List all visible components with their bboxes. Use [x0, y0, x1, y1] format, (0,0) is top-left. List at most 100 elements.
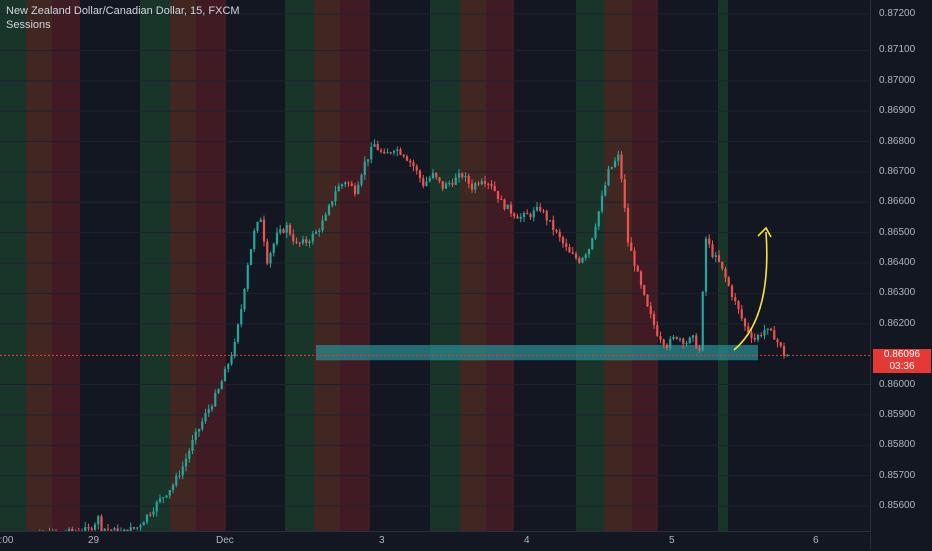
candle-168 — [549, 220, 551, 222]
candle-body — [471, 184, 473, 190]
candle-body — [266, 242, 268, 264]
candle-body — [100, 516, 102, 531]
candle-225 — [734, 293, 736, 305]
candle-body — [97, 516, 99, 524]
candle-124 — [406, 155, 408, 162]
candle-body — [143, 522, 145, 525]
candle-body — [549, 220, 551, 221]
candle-115 — [377, 141, 379, 151]
candle-body — [500, 199, 502, 200]
candle-79 — [260, 217, 262, 222]
candle-body — [253, 231, 255, 249]
candle-208 — [679, 337, 681, 342]
candle-192 — [627, 203, 629, 246]
candle-202 — [659, 331, 661, 343]
candle-78 — [256, 221, 258, 233]
candle-body — [666, 345, 668, 348]
candle-224 — [731, 284, 733, 300]
candle-body — [341, 184, 343, 186]
candle-body — [269, 253, 271, 263]
candle-28 — [94, 522, 96, 531]
indicator-name: Sessions — [6, 18, 240, 32]
candle-body — [409, 161, 411, 163]
candle-173 — [565, 239, 567, 251]
candle-164 — [536, 202, 538, 212]
candle-217 — [708, 234, 710, 248]
candle-body — [474, 183, 476, 189]
session-band-2 — [52, 0, 80, 531]
candle-body — [204, 413, 206, 421]
candle-body — [445, 183, 447, 188]
candle-body — [367, 159, 369, 161]
candle-body — [708, 239, 710, 245]
price-tick-label: 0.85600 — [879, 500, 915, 511]
candle-body — [425, 181, 427, 186]
price-plot[interactable] — [0, 0, 870, 531]
candle-body — [523, 213, 525, 217]
candle-body — [568, 247, 570, 253]
candle-body — [243, 289, 245, 309]
candle-body — [539, 207, 541, 211]
candle-171 — [559, 229, 561, 242]
candle-body — [165, 496, 167, 498]
candle-body — [416, 166, 418, 170]
candle-body — [94, 524, 96, 530]
time-tick-label: Dec — [216, 535, 234, 546]
candle-body — [221, 381, 223, 389]
candle-body — [637, 266, 639, 271]
candle-body — [552, 220, 554, 230]
candle-35 — [117, 524, 119, 531]
session-band-7 — [314, 0, 340, 531]
candle-206 — [672, 335, 674, 341]
candle-body — [611, 167, 613, 169]
candle-body — [676, 337, 678, 339]
candle-body — [302, 239, 304, 243]
candle-body — [406, 156, 408, 160]
candle-body — [585, 254, 587, 257]
candle-body — [669, 339, 671, 348]
candle-86 — [282, 228, 284, 233]
candle-73 — [240, 304, 242, 327]
candle-130 — [425, 177, 427, 187]
candle-body — [432, 173, 434, 178]
candle-body — [234, 342, 236, 356]
candle-231 — [754, 333, 756, 342]
candle-body — [663, 340, 665, 345]
candle-body — [178, 475, 180, 476]
candle-body — [419, 171, 421, 179]
candle-body — [354, 186, 356, 194]
candle-body — [412, 162, 414, 166]
candle-body — [279, 229, 281, 232]
candle-body — [565, 243, 567, 247]
candle-body — [208, 409, 210, 413]
candle-body — [533, 210, 535, 217]
price-tick-label: 0.86400 — [879, 257, 915, 268]
session-band-13 — [604, 0, 632, 531]
candle-body — [364, 162, 366, 176]
candle-body — [328, 205, 330, 214]
candle-172 — [562, 236, 564, 248]
candle-226 — [737, 300, 739, 314]
candle-161 — [526, 209, 528, 214]
candle-186 — [607, 166, 609, 187]
candle-body — [780, 342, 782, 346]
session-band-10 — [460, 0, 486, 531]
candle-216 — [705, 236, 707, 296]
candle-body — [191, 440, 193, 451]
candle-211 — [689, 336, 691, 343]
candle-body — [380, 150, 382, 152]
session-band-11 — [486, 0, 514, 531]
candle-body — [292, 234, 294, 241]
candle-body — [698, 348, 700, 350]
time-tick-label: 29 — [88, 535, 99, 546]
candle-166 — [542, 209, 544, 213]
candle-88 — [289, 223, 291, 236]
candle-body — [172, 485, 174, 490]
candle-body — [347, 182, 349, 183]
candle-body — [581, 258, 583, 263]
candle-body — [211, 406, 213, 409]
time-tick-label: 4 — [524, 535, 530, 546]
